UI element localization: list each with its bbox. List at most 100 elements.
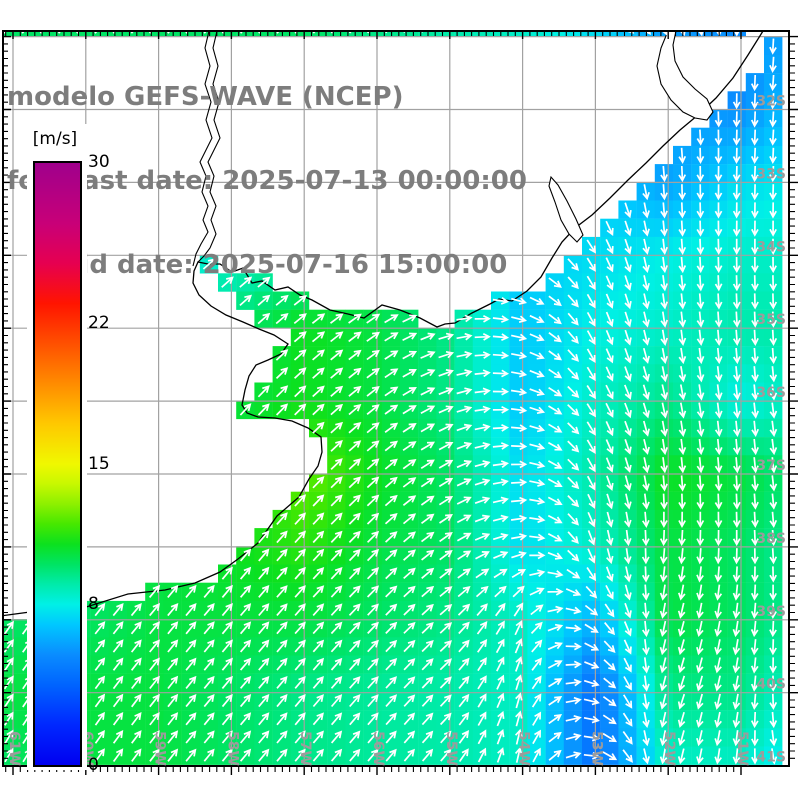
wind-arrow bbox=[624, 420, 632, 437]
wind-arrow bbox=[586, 439, 596, 455]
wind-arrow bbox=[714, 275, 723, 292]
wind-arrow bbox=[660, 184, 668, 201]
wind-arrow bbox=[696, 438, 705, 456]
wind-arrow bbox=[293, 295, 307, 306]
wind-arrow bbox=[203, 603, 215, 617]
wind-arrow bbox=[529, 442, 546, 451]
wind-arrow bbox=[348, 385, 362, 397]
wind-arrow bbox=[384, 422, 399, 433]
wind-arrow bbox=[567, 258, 580, 271]
wind-arrow bbox=[732, 256, 741, 274]
wind-arrow bbox=[203, 730, 215, 744]
wind-arrow bbox=[641, 529, 650, 547]
wind-arrow bbox=[677, 657, 686, 674]
wind-cell bbox=[327, 31, 346, 37]
wind-arrow bbox=[769, 329, 778, 346]
wind-arrow bbox=[750, 147, 759, 164]
wind-arrow bbox=[421, 658, 434, 671]
wind-arrow bbox=[3, 639, 14, 653]
wind-arrow bbox=[696, 384, 705, 401]
wind-arrow bbox=[367, 694, 379, 707]
wind-arrow bbox=[547, 587, 564, 596]
wind-arrow bbox=[751, 293, 759, 310]
wind-arrow bbox=[660, 347, 669, 365]
wind-arrow bbox=[403, 567, 416, 580]
wind-arrow bbox=[567, 440, 580, 453]
wind-arrow bbox=[586, 330, 596, 345]
wind-arrow bbox=[660, 202, 668, 219]
wind-arrow bbox=[714, 366, 723, 383]
wind-arrow bbox=[475, 551, 490, 560]
wind-arrow bbox=[439, 550, 453, 561]
wind-arrow bbox=[678, 220, 687, 237]
wind-arrow bbox=[458, 657, 470, 671]
wind-arrow bbox=[514, 638, 523, 654]
wind-arrow bbox=[696, 238, 705, 255]
wind-arrow bbox=[529, 551, 546, 560]
wind-arrow bbox=[677, 748, 686, 765]
wind-arrow bbox=[4, 729, 14, 745]
wind-arrow bbox=[769, 511, 778, 528]
wind-arrow bbox=[586, 457, 596, 473]
wind-arrow bbox=[348, 476, 362, 489]
wind-cell bbox=[163, 31, 182, 37]
wind-arrow bbox=[751, 730, 759, 747]
wind-arrow bbox=[769, 238, 777, 255]
wind-arrow bbox=[769, 475, 778, 492]
wind-arrow bbox=[678, 420, 687, 437]
wind-cell bbox=[491, 31, 510, 37]
lon-axis-label: 61W bbox=[6, 731, 22, 766]
wind-arrow bbox=[349, 676, 361, 689]
wind-arrow bbox=[167, 603, 179, 617]
wind-arrow bbox=[402, 459, 417, 470]
wind-arrow bbox=[421, 676, 434, 689]
wind-arrow bbox=[330, 331, 344, 343]
lagoon-outline bbox=[548, 175, 584, 243]
wind-arrow bbox=[402, 369, 417, 378]
wind-arrow bbox=[477, 693, 487, 708]
wind-arrow bbox=[456, 514, 472, 524]
wind-arrow bbox=[474, 478, 491, 486]
wind-arrow bbox=[402, 314, 418, 323]
wind-arrow bbox=[367, 621, 379, 634]
wind-arrow bbox=[769, 620, 777, 638]
wind-arrow bbox=[167, 584, 179, 598]
wind-cell bbox=[181, 31, 200, 37]
wind-arrow bbox=[275, 349, 289, 361]
wind-arrow bbox=[732, 693, 741, 710]
wind-arrow bbox=[384, 404, 399, 415]
wind-arrow bbox=[714, 238, 723, 255]
wind-arrow bbox=[642, 311, 650, 328]
wind-arrow bbox=[167, 621, 179, 635]
wind-arrow bbox=[642, 402, 650, 419]
wind-arrow bbox=[366, 349, 380, 361]
wind-arrow bbox=[294, 585, 306, 598]
wind-arrow bbox=[769, 693, 778, 710]
wind-arrow bbox=[258, 639, 270, 653]
wind-arrow bbox=[474, 369, 491, 378]
wind-arrow bbox=[420, 495, 435, 506]
wind-arrow bbox=[696, 165, 705, 183]
wind-arrow bbox=[659, 639, 668, 656]
wind-arrow bbox=[714, 620, 722, 638]
wind-arrow bbox=[714, 129, 723, 146]
wind-cell bbox=[254, 31, 273, 37]
wind-arrow bbox=[511, 460, 528, 469]
wind-arrow bbox=[312, 639, 325, 653]
wind-arrow bbox=[732, 329, 741, 346]
wind-arrow bbox=[624, 602, 632, 619]
wind-arrow bbox=[547, 514, 563, 524]
wind-arrow bbox=[714, 311, 723, 328]
wind-arrow bbox=[221, 694, 233, 708]
wind-arrow bbox=[624, 366, 632, 382]
wind-arrow bbox=[532, 729, 541, 745]
wind-arrow bbox=[585, 585, 598, 599]
wind-arrow bbox=[348, 639, 361, 653]
wind-arrow bbox=[348, 621, 361, 635]
wind-arrow bbox=[714, 438, 723, 456]
wind-arrow bbox=[439, 640, 452, 653]
colorbar-tick-label: 0 bbox=[88, 755, 99, 775]
wind-arrow bbox=[94, 639, 106, 653]
wind-arrow bbox=[385, 549, 398, 562]
wind-arrow bbox=[167, 675, 179, 690]
